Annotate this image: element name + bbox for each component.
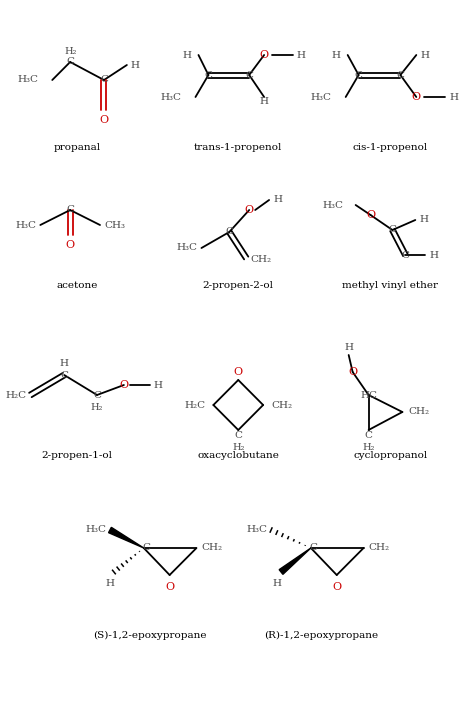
Text: C: C (225, 228, 233, 236)
Text: H: H (60, 359, 69, 367)
Text: H₃C: H₃C (246, 525, 267, 534)
Text: O: O (119, 380, 128, 390)
Text: H: H (419, 216, 428, 224)
Text: (S)-1,2-epoxypropane: (S)-1,2-epoxypropane (93, 630, 207, 639)
Text: H₃C: H₃C (176, 243, 198, 252)
Text: CH₂: CH₂ (201, 544, 223, 553)
Text: C: C (355, 70, 363, 80)
Text: C: C (60, 371, 68, 379)
Text: H: H (429, 250, 438, 259)
Text: C: C (66, 58, 74, 66)
Text: H₂C: H₂C (184, 400, 205, 410)
Text: C: C (66, 205, 74, 214)
Text: C: C (245, 70, 253, 80)
Text: O: O (412, 92, 421, 102)
Text: cis-1-propenol: cis-1-propenol (353, 144, 428, 152)
Text: O: O (348, 367, 357, 377)
Text: O: O (332, 582, 341, 592)
Polygon shape (279, 548, 311, 575)
Text: H: H (260, 97, 269, 106)
Text: O: O (234, 367, 243, 377)
Text: H₃C: H₃C (323, 200, 344, 209)
Text: O: O (100, 115, 109, 125)
Polygon shape (109, 527, 144, 548)
Text: H₂: H₂ (64, 47, 76, 56)
Text: H₃C: H₃C (15, 221, 36, 230)
Text: CH₂: CH₂ (409, 407, 429, 417)
Text: H₂: H₂ (363, 443, 375, 453)
Text: H₃C: H₃C (18, 75, 38, 85)
Text: C: C (100, 75, 108, 85)
Text: H₃C: H₃C (161, 92, 182, 102)
Text: 2-propen-2-ol: 2-propen-2-ol (203, 281, 274, 290)
Text: H₂C: H₂C (5, 391, 27, 400)
Text: C: C (204, 70, 212, 80)
Text: H: H (449, 92, 458, 102)
Text: C: C (93, 391, 101, 400)
Text: H₃C: H₃C (311, 92, 332, 102)
Text: CH₂: CH₂ (369, 544, 390, 553)
Text: H: H (332, 51, 341, 59)
Text: H: H (420, 51, 429, 59)
Text: 2-propen-1-ol: 2-propen-1-ol (42, 450, 113, 460)
Text: H₃C: H₃C (85, 525, 106, 534)
Text: CH₂: CH₂ (250, 255, 271, 264)
Text: trans-1-propenol: trans-1-propenol (194, 144, 283, 152)
Text: H₂: H₂ (232, 443, 245, 453)
Text: H: H (105, 580, 114, 589)
Text: H₂: H₂ (91, 403, 103, 412)
Text: CH₂: CH₂ (271, 400, 292, 410)
Text: H: H (154, 381, 163, 389)
Text: H: H (297, 51, 306, 59)
Text: H: H (182, 51, 191, 59)
Text: O: O (165, 582, 174, 592)
Text: propanal: propanal (54, 144, 100, 152)
Text: (R)-1,2-epoxypropane: (R)-1,2-epoxypropane (264, 630, 378, 639)
Text: CH₃: CH₃ (104, 221, 125, 230)
Text: C: C (310, 544, 318, 553)
Text: C: C (401, 250, 410, 259)
Text: C: C (365, 431, 373, 441)
Text: H: H (131, 61, 140, 70)
Text: H: H (273, 580, 282, 589)
Text: cyclopropanol: cyclopropanol (353, 450, 428, 460)
Text: acetone: acetone (56, 281, 98, 290)
Text: H: H (273, 195, 282, 204)
Text: O: O (260, 50, 269, 60)
Text: O: O (366, 210, 375, 220)
Text: methyl vinyl ether: methyl vinyl ether (342, 281, 438, 290)
Text: O: O (65, 240, 75, 250)
Text: oxacyclobutane: oxacyclobutane (197, 450, 279, 460)
Text: C: C (234, 431, 242, 441)
Text: O: O (245, 205, 254, 215)
Text: HC: HC (360, 391, 377, 400)
Text: C: C (388, 226, 396, 235)
Text: H: H (344, 343, 353, 352)
Text: C: C (396, 70, 404, 80)
Text: C: C (143, 544, 151, 553)
